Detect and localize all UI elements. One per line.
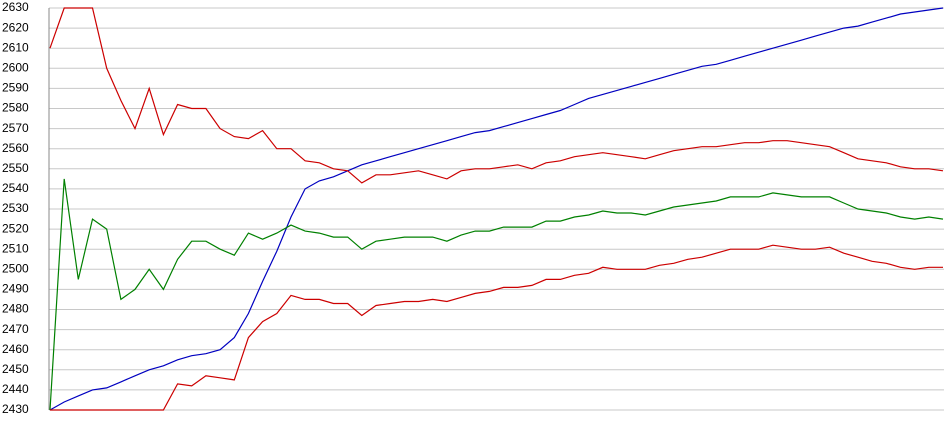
y-tick-label: 2510 (2, 241, 29, 255)
series-line (49, 7, 944, 184)
series-line (49, 178, 944, 411)
y-tick-label: 2610 (2, 40, 29, 54)
y-tick-label: 2450 (2, 362, 29, 376)
y-tick-label: 2500 (2, 261, 29, 275)
y-tick-label: 2430 (2, 402, 29, 416)
y-tick-label: 2550 (2, 161, 29, 175)
y-tick-label: 2570 (2, 121, 29, 135)
y-tick-label: 2630 (2, 0, 29, 14)
y-tick-label: 2560 (2, 141, 29, 155)
series-line (50, 244, 943, 411)
y-tick-label: 2520 (2, 221, 29, 235)
y-tick-label: 2580 (2, 101, 29, 115)
y-tick-label: 2460 (2, 342, 29, 356)
y-tick-label: 2600 (2, 60, 29, 74)
y-tick-label: 2590 (2, 81, 29, 95)
y-tick-label: 2490 (2, 282, 29, 296)
y-tick-label: 2440 (2, 382, 29, 396)
y-tick-label: 2470 (2, 322, 29, 336)
y-tick-label: 2480 (2, 302, 29, 316)
series-line (49, 7, 944, 411)
y-tick-label: 2620 (2, 20, 29, 34)
y-tick-label: 2530 (2, 201, 29, 215)
y-tick-label: 2540 (2, 181, 29, 195)
